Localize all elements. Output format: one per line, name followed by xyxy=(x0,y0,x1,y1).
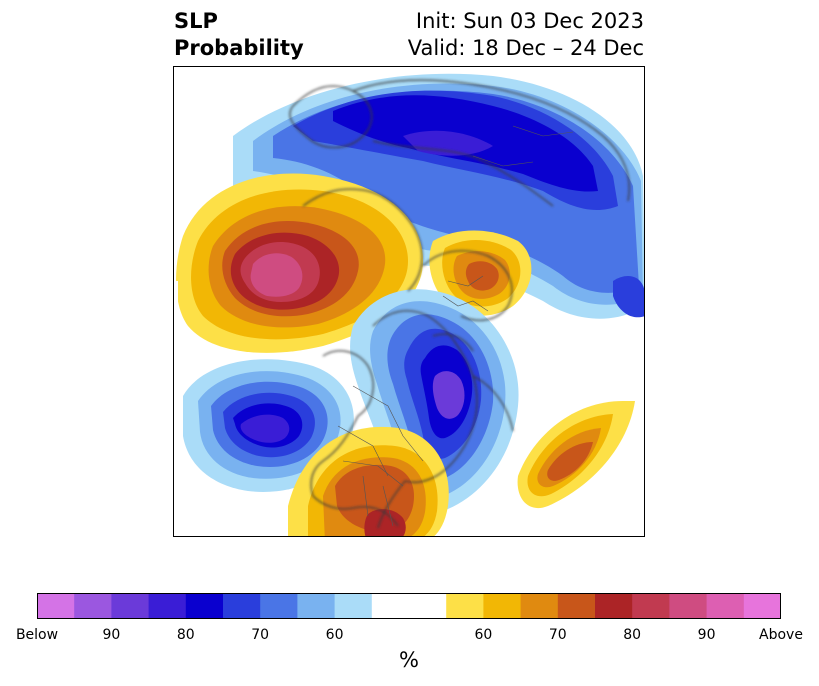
colorbar-cell xyxy=(37,593,75,619)
coastlines xyxy=(289,79,630,529)
colorbar-tick-label: 80 xyxy=(176,627,195,643)
colorbar-cell xyxy=(74,593,112,619)
colorbar-cell xyxy=(148,593,187,619)
colorbar-cell xyxy=(111,593,150,619)
colorbar-cell xyxy=(297,593,336,619)
colorbar-tick-label: 60 xyxy=(325,627,344,643)
title-valid-range: Valid: 18 Dec – 24 Dec xyxy=(407,36,644,60)
colorbar-cell xyxy=(557,593,596,619)
title-product: Probability xyxy=(174,36,304,60)
title-init-date: Init: Sun 03 Dec 2023 xyxy=(415,9,644,33)
map-title-right: Init: Sun 03 Dec 2023 Valid: 18 Dec – 24… xyxy=(408,8,644,62)
title-variable: SLP xyxy=(174,9,218,33)
colorbar-cell xyxy=(632,593,670,619)
colorbar-tick-label: 80 xyxy=(623,627,642,643)
colorbar-cell xyxy=(371,593,410,619)
colorbar-cell xyxy=(743,593,781,619)
colorbar-cell xyxy=(520,593,559,619)
colorbar-cell xyxy=(595,593,633,619)
anomaly-atlantic-high xyxy=(517,401,635,509)
map-title-left: SLP Probability xyxy=(174,8,304,62)
colorbar-cell xyxy=(185,593,224,619)
colorbar-tick-label: 90 xyxy=(102,627,121,643)
colorbar-cell xyxy=(260,593,298,619)
colorbar-cell xyxy=(409,593,447,619)
colorbar xyxy=(37,593,781,619)
political-borders xyxy=(337,125,574,527)
probability-map xyxy=(173,66,645,537)
anomaly-us-high xyxy=(288,426,449,537)
colorbar-tick-label: 90 xyxy=(697,627,716,643)
colorbar-unit: % xyxy=(399,648,419,672)
colorbar-tick-label: 70 xyxy=(548,627,567,643)
map-frame xyxy=(173,66,645,537)
colorbar-cell xyxy=(223,593,261,619)
colorbar-cell xyxy=(446,593,484,619)
anomaly-pacific-high xyxy=(176,173,423,353)
colorbar-tick-label: Above xyxy=(759,627,803,643)
colorbar-tick-label: Below xyxy=(15,627,59,643)
colorbar-tick-label: 70 xyxy=(251,627,270,643)
colorbar-cell xyxy=(334,593,373,619)
anomaly-arctic-low xyxy=(233,73,645,319)
anomaly-pacific-low xyxy=(183,359,354,492)
colorbar-cell xyxy=(669,593,708,619)
colorbar-cell xyxy=(706,593,745,619)
colorbar-tick-label: 60 xyxy=(474,627,493,643)
colorbar-cell xyxy=(483,593,522,619)
